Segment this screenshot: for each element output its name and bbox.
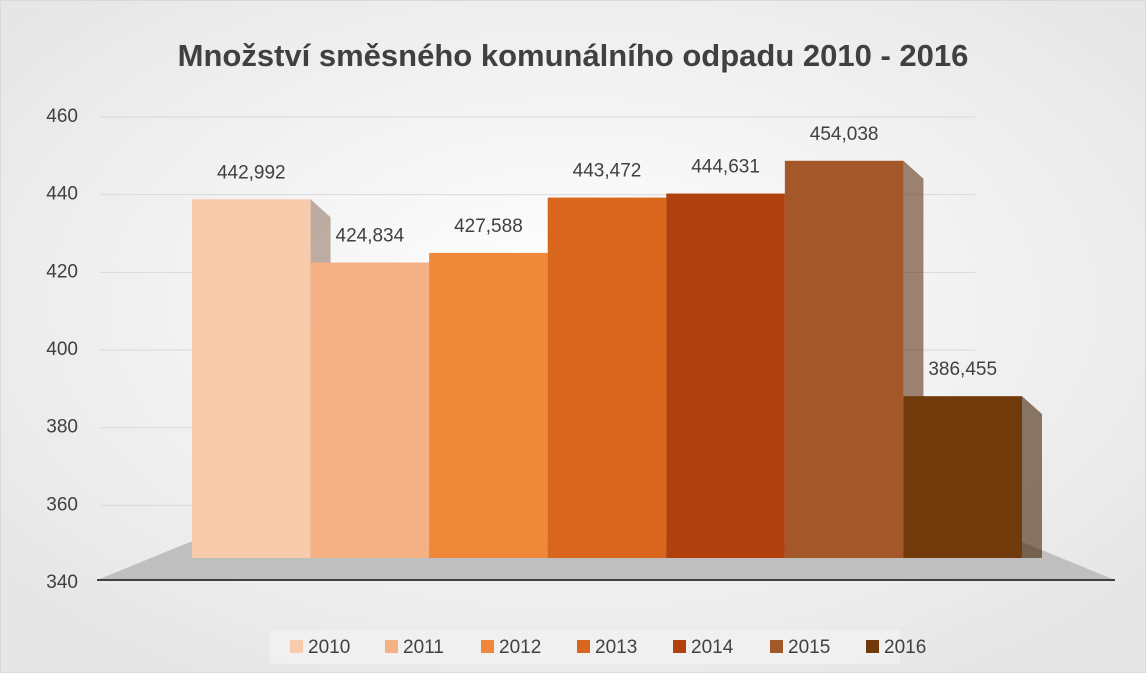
y-tick-label: 380 [46,417,78,438]
y-tick-label: 400 [46,339,78,360]
y-tick-label: 440 [46,184,78,205]
legend-swatch [385,640,398,653]
bar [310,262,430,558]
legend-label: 2014 [691,637,734,658]
value-label: 444,631 [691,157,760,178]
value-label: 442,992 [217,162,286,183]
bar [429,252,548,558]
legend-swatch [770,640,783,653]
y-tick-label: 460 [46,106,78,127]
legend-swatch [673,640,686,653]
value-label: 386,455 [928,359,997,380]
value-label: 443,472 [573,161,642,182]
y-tick-label: 340 [46,572,78,593]
value-label: 424,834 [336,226,405,247]
bar-side [1022,396,1042,558]
y-tick-label: 360 [46,494,78,515]
legend-label: 2016 [884,637,926,658]
value-label: 454,038 [810,124,879,145]
bar [547,197,667,558]
legend-label: 2015 [788,637,830,658]
bar [903,396,1022,558]
chart-title: Množství směsného komunálního odpadu 201… [178,38,969,73]
legend-label: 2010 [308,637,350,658]
value-label: 427,588 [454,216,523,237]
bar [192,199,311,558]
legend-swatch [866,640,879,653]
legend-swatch [577,640,590,653]
bar [784,160,904,558]
bar [666,193,785,559]
y-tick-label: 420 [46,261,78,282]
legend-label: 2013 [595,637,637,658]
legend-label: 2012 [499,637,541,658]
legend-swatch [290,640,303,653]
legend-label: 2011 [403,637,444,658]
legend-swatch [481,640,494,653]
